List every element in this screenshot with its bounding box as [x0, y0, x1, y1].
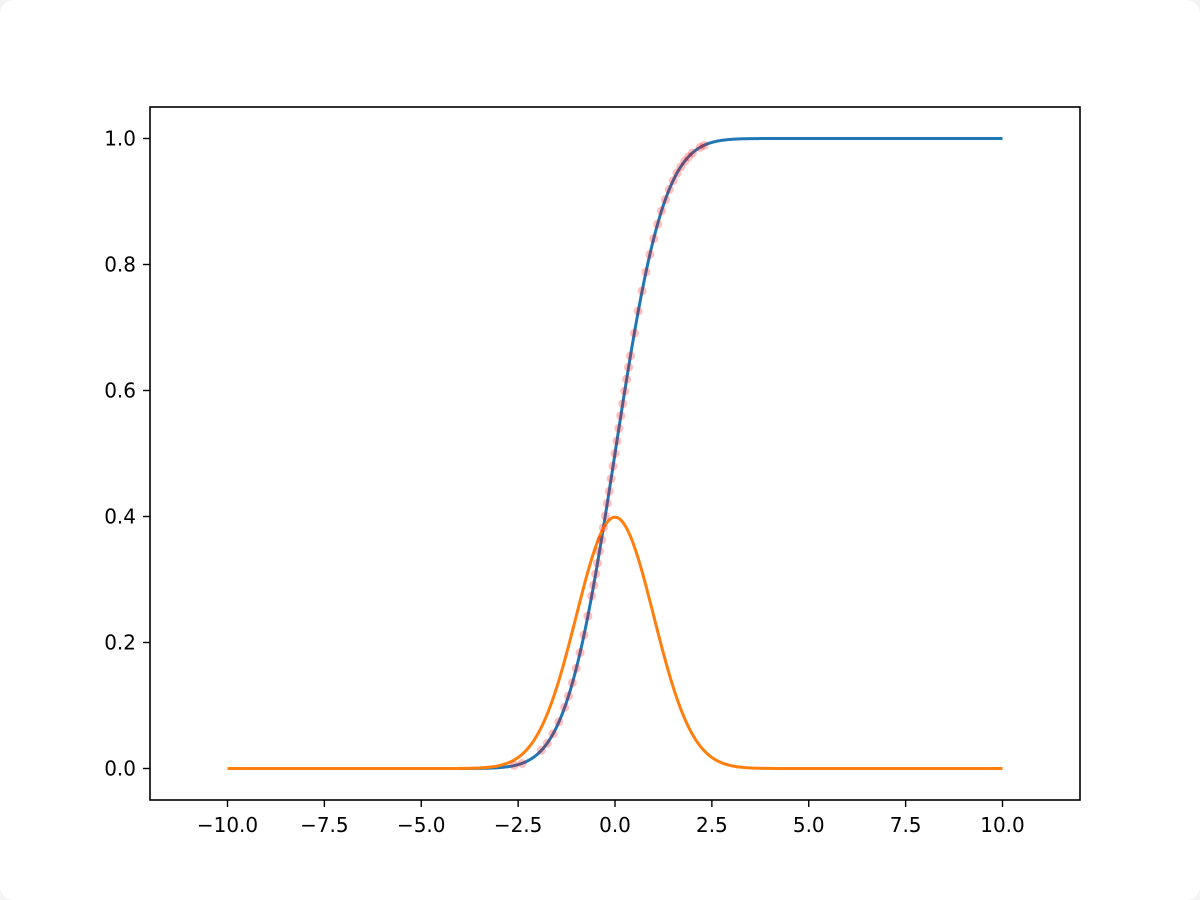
sample-point: [629, 328, 639, 338]
sample-point: [606, 474, 616, 484]
sample-point: [517, 758, 527, 768]
sample-point: [602, 498, 612, 508]
sample-point: [604, 486, 614, 496]
sample-point: [600, 511, 610, 521]
sample-point: [626, 351, 635, 361]
sample-point: [641, 267, 651, 277]
sample-point: [699, 140, 709, 150]
sample-point: [554, 717, 564, 727]
sample-point: [596, 535, 606, 545]
y-tick-label: 0.6: [104, 379, 136, 403]
sample-point: [598, 523, 608, 533]
sample-point: [612, 436, 622, 446]
sample-point: [536, 745, 546, 755]
sample-point: [614, 423, 624, 433]
sample-point: [591, 569, 601, 579]
sample-point: [668, 176, 678, 186]
plot-area: [227, 137, 1003, 770]
sample-point: [595, 546, 604, 556]
sample-point: [589, 580, 599, 590]
sample-point: [633, 306, 643, 316]
x-tick-label: 0.0: [599, 813, 631, 837]
tick-layer: −10.0 −7.5 −5.0 −2.5 0.0 2.5 5.0 7.5 10.0 0.0 0.2 0…: [104, 127, 1025, 838]
sample-point: [542, 738, 552, 748]
sample-point: [624, 362, 634, 372]
sample-point: [593, 558, 603, 568]
sample-point: [575, 648, 585, 658]
sample-point: [645, 249, 655, 259]
x-tick-label: 10.0: [980, 813, 1025, 837]
sample-point: [660, 195, 670, 205]
sample-point: [564, 691, 573, 701]
sample-point: [587, 591, 597, 601]
sample-point: [680, 156, 690, 166]
y-tick-label: 0.8: [104, 253, 136, 277]
sample-point: [620, 386, 630, 396]
sample-point: [688, 148, 697, 158]
sample-point: [672, 168, 682, 178]
x-tick-label: −10.0: [197, 813, 258, 837]
x-tick-label: 2.5: [696, 813, 728, 837]
pdf-line: [227, 515, 1003, 770]
y-tick-label: 0.2: [104, 631, 136, 655]
sample-point: [583, 611, 593, 621]
x-tick-label: −5.0: [397, 813, 446, 837]
sample-point: [548, 729, 558, 739]
x-tick-label: −2.5: [494, 813, 543, 837]
sample-point: [610, 449, 620, 458]
sample-point: [676, 162, 686, 172]
x-tick-label: 5.0: [793, 813, 825, 837]
sample-point: [649, 234, 659, 244]
sample-point: [664, 185, 674, 195]
sample-point: [618, 399, 628, 409]
sample-point: [567, 678, 577, 688]
y-tick-label: 1.0: [104, 127, 136, 151]
sample-point: [509, 760, 519, 770]
sample-point: [684, 152, 694, 162]
sample-point: [657, 206, 666, 216]
sample-point: [653, 219, 663, 229]
sample-point: [571, 663, 581, 673]
sample-point: [560, 702, 570, 712]
sample-point: [622, 374, 632, 384]
x-tick-label: 7.5: [890, 813, 922, 837]
sample-point: [695, 142, 705, 152]
x-tick-label: −7.5: [300, 813, 349, 837]
y-tick-label: 0.4: [104, 505, 136, 529]
sample-point: [616, 411, 626, 421]
sample-point: [637, 286, 647, 296]
y-tick-label: 0.0: [104, 757, 136, 781]
sample-point: [608, 461, 618, 471]
sample-point: [579, 630, 589, 640]
